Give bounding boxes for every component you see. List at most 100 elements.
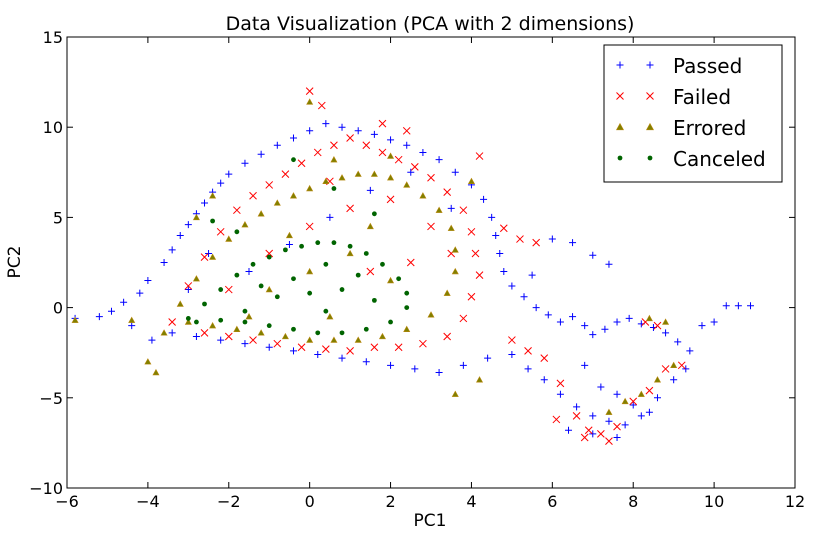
data-point bbox=[209, 253, 217, 260]
data-point bbox=[387, 152, 395, 159]
data-point bbox=[354, 170, 362, 177]
data-point bbox=[297, 343, 306, 352]
data-point bbox=[698, 322, 706, 330]
data-point bbox=[637, 390, 645, 397]
data-point bbox=[589, 331, 597, 339]
data-point bbox=[532, 304, 540, 312]
data-point bbox=[202, 301, 207, 307]
data-point bbox=[160, 259, 168, 266]
legend-marker bbox=[617, 155, 623, 161]
data-point bbox=[241, 340, 249, 348]
data-point bbox=[184, 286, 192, 294]
data-point bbox=[419, 148, 427, 156]
data-point bbox=[339, 330, 345, 336]
data-point bbox=[508, 351, 516, 359]
data-point bbox=[306, 336, 314, 343]
data-point bbox=[306, 127, 314, 135]
data-point bbox=[556, 318, 564, 326]
data-point bbox=[411, 365, 419, 373]
data-point bbox=[597, 383, 605, 391]
data-point bbox=[265, 249, 274, 258]
data-point bbox=[451, 267, 459, 275]
data-point bbox=[548, 235, 556, 243]
data-point bbox=[289, 347, 297, 355]
data-point bbox=[128, 316, 136, 323]
data-point bbox=[168, 318, 177, 326]
legend-marker bbox=[616, 92, 624, 100]
data-point bbox=[670, 361, 678, 369]
series-failed bbox=[168, 87, 686, 445]
data-point bbox=[338, 174, 346, 181]
data-point bbox=[317, 101, 326, 110]
data-point bbox=[363, 326, 369, 332]
data-point bbox=[387, 136, 395, 144]
data-point bbox=[645, 314, 653, 322]
data-point bbox=[366, 186, 374, 194]
data-point bbox=[192, 275, 200, 282]
data-point bbox=[629, 401, 637, 409]
x-tick-label: 12 bbox=[785, 492, 805, 511]
data-point bbox=[435, 206, 443, 213]
data-point bbox=[653, 376, 661, 383]
data-point bbox=[447, 204, 455, 212]
data-point bbox=[210, 218, 216, 224]
data-point bbox=[443, 188, 452, 196]
data-point bbox=[233, 206, 241, 215]
data-point bbox=[354, 127, 362, 135]
data-point bbox=[581, 361, 589, 369]
data-point bbox=[427, 311, 435, 318]
data-point bbox=[435, 369, 443, 377]
x-tick-label: −6 bbox=[55, 492, 79, 511]
data-point bbox=[443, 289, 451, 296]
data-point bbox=[710, 318, 718, 326]
data-point bbox=[224, 285, 233, 294]
data-point bbox=[499, 224, 508, 233]
data-point bbox=[285, 240, 293, 248]
data-point bbox=[192, 213, 200, 221]
data-point bbox=[471, 249, 480, 258]
data-point bbox=[95, 313, 103, 321]
data-point bbox=[160, 329, 168, 336]
data-point bbox=[524, 365, 532, 373]
data-point bbox=[371, 297, 377, 303]
data-point bbox=[496, 249, 504, 257]
data-point bbox=[362, 358, 370, 366]
data-point bbox=[516, 235, 524, 243]
axis-ticks: −6 −4 −2 0 2 4 6 8 10 12 −10 −5 0 5 10 15 bbox=[29, 28, 805, 511]
data-point bbox=[387, 276, 395, 284]
data-point bbox=[629, 397, 638, 406]
data-point bbox=[396, 276, 402, 282]
data-point bbox=[257, 150, 265, 158]
data-point bbox=[136, 289, 144, 297]
scatter-points bbox=[71, 87, 755, 445]
data-point bbox=[476, 376, 484, 383]
data-point bbox=[580, 433, 589, 442]
data-point bbox=[569, 313, 577, 321]
legend-label: Passed bbox=[673, 54, 742, 78]
x-axis-label: PC1 bbox=[414, 511, 447, 531]
y-axis-label: PC2 bbox=[5, 246, 25, 279]
data-point bbox=[403, 181, 411, 188]
data-point bbox=[209, 322, 217, 329]
data-point bbox=[508, 282, 516, 290]
data-point bbox=[346, 134, 354, 142]
data-point bbox=[605, 437, 613, 445]
data-point bbox=[686, 347, 694, 355]
data-point bbox=[601, 325, 609, 333]
data-point bbox=[281, 170, 290, 178]
data-point bbox=[552, 415, 561, 424]
data-point bbox=[184, 318, 192, 325]
data-point bbox=[407, 168, 415, 176]
data-point bbox=[283, 247, 288, 253]
data-point bbox=[273, 199, 281, 206]
legend-label: Errored bbox=[673, 116, 746, 140]
data-point bbox=[484, 354, 492, 362]
data-point bbox=[621, 421, 629, 429]
data-point bbox=[670, 376, 678, 384]
data-point bbox=[291, 276, 296, 282]
data-point bbox=[321, 345, 330, 353]
data-point bbox=[323, 308, 329, 314]
data-point bbox=[451, 246, 459, 253]
data-point bbox=[216, 227, 225, 236]
data-point bbox=[467, 292, 476, 301]
